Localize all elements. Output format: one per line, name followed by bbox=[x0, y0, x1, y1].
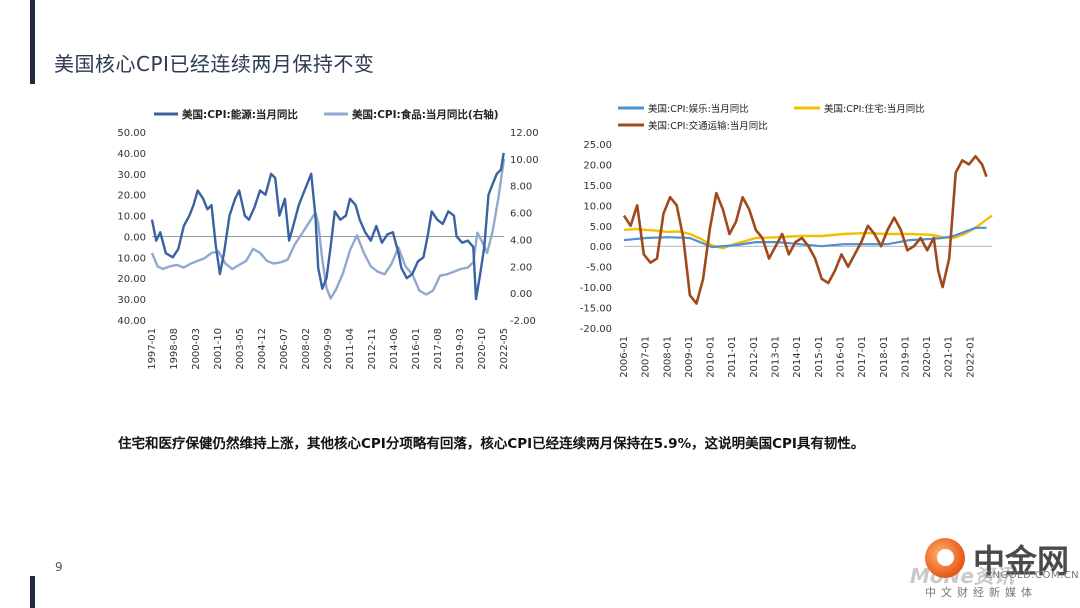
x-tick-label: 2017-01 bbox=[857, 336, 868, 378]
series-energy-line bbox=[150, 152, 505, 301]
y-tick-label: 15.00 bbox=[583, 181, 612, 192]
x-tick-label: 2022-05 bbox=[499, 328, 510, 370]
x-tick-label: 2011-01 bbox=[727, 336, 738, 378]
x-tick-label: 2020-10 bbox=[477, 328, 488, 370]
x-tick-label: 2008-01 bbox=[662, 336, 673, 378]
core-components-cpi-chart: 美国:CPI:娱乐:当月同比 美国:CPI:住宅:当月同比美国:CPI:交通运输:… bbox=[580, 103, 993, 378]
x-tick-label: 2012-01 bbox=[749, 336, 760, 378]
watermark: MoNe资讯 中金网 CNGOLD.COM.CN 中文财经新媒体 bbox=[905, 532, 1079, 604]
legend-label-food: 美国:CPI:食品:当月同比(右轴) bbox=[352, 108, 499, 121]
y-tick-label: -10.00 bbox=[580, 283, 612, 294]
x-tick-label: 2006-07 bbox=[279, 328, 290, 370]
x-tick-label: 2022-01 bbox=[965, 336, 976, 378]
y-left-tick-label: 20.00 bbox=[117, 274, 146, 285]
x-tick-label: 2016-01 bbox=[835, 336, 846, 378]
series-transport-line bbox=[622, 154, 988, 305]
y-left-tick-label: 10.00 bbox=[117, 212, 146, 223]
energy-food-cpi-chart: 美国:CPI:能源:当月同比 美国:CPI:食品:当月同比(右轴) 50.00 40.… bbox=[117, 108, 538, 370]
x-tick-label: 2017-08 bbox=[433, 328, 444, 370]
legend-transport-label: 美国:CPI:交通运输:当月同比 bbox=[648, 120, 768, 132]
x-tick-label: 2011-04 bbox=[345, 328, 356, 370]
watermark-brand: 中金网 bbox=[973, 542, 1070, 580]
slide-caption: 住宅和医疗保健仍然维持上涨，其他核心CPI分项略有回落，核心CPI已经连续两月保… bbox=[118, 436, 865, 452]
y-left-tick-label: 40.00 bbox=[117, 149, 146, 160]
page-number: 9 bbox=[55, 560, 63, 574]
x-tick-label: 1997-01 bbox=[147, 328, 158, 370]
x-tick-label: 2015-01 bbox=[814, 336, 825, 378]
x-tick-label: 2020-01 bbox=[922, 336, 933, 378]
y-tick-label: -15.00 bbox=[580, 304, 612, 315]
y-tick-label: 25.00 bbox=[583, 140, 612, 151]
slide-title: 美国核心CPI已经连续两月保持不变 bbox=[54, 52, 375, 76]
x-tick-label: 2001-10 bbox=[213, 328, 224, 370]
y-left-tick-label: 20.00 bbox=[117, 191, 146, 202]
x-tick-label: 2019-01 bbox=[900, 336, 911, 378]
y-right-tick-label: 2.00 bbox=[510, 262, 532, 273]
legend-label-energy: 美国:CPI:能源:当月同比 bbox=[182, 108, 298, 121]
y-left-tick-label: 30.00 bbox=[117, 295, 146, 306]
watermark-domain: CNGOLD.COM.CN bbox=[985, 570, 1080, 581]
y-right-tick-label: 12.00 bbox=[510, 128, 539, 139]
x-tick-label: 2012-11 bbox=[367, 328, 378, 370]
y-right-tick-label: 10.00 bbox=[510, 155, 539, 166]
y-tick-label: 10.00 bbox=[583, 201, 612, 212]
y-tick-label: 5.00 bbox=[590, 222, 612, 233]
y-right-tick-label: 8.00 bbox=[510, 182, 532, 193]
y-left-tick-label: 50.00 bbox=[117, 128, 146, 139]
series-food-line bbox=[150, 158, 506, 300]
y-tick-label: 0.00 bbox=[590, 242, 612, 253]
x-tick-label: 2003-05 bbox=[235, 328, 246, 370]
x-tick-label: 2009-09 bbox=[323, 328, 334, 370]
legend-housing-label: 美国:CPI:住宅:当月同比 bbox=[824, 103, 925, 115]
legend-entertainment-label: 美国:CPI:娱乐:当月同比 bbox=[648, 103, 749, 115]
x-tick-label: 2010-01 bbox=[706, 336, 717, 378]
x-tick-label: 2006-01 bbox=[619, 336, 630, 378]
x-tick-label: 2008-02 bbox=[301, 328, 312, 370]
y-right-tick-label: 6.00 bbox=[510, 209, 532, 220]
y-tick-label: -20.00 bbox=[580, 324, 612, 335]
watermark-logo-inner bbox=[937, 549, 954, 566]
y-left-tick-label: 30.00 bbox=[117, 170, 146, 181]
x-tick-label: 2016-01 bbox=[411, 328, 422, 370]
x-tick-label: 1998-08 bbox=[169, 328, 180, 370]
x-tick-label: 2009-01 bbox=[684, 336, 695, 378]
x-tick-label: 2013-01 bbox=[771, 336, 782, 378]
y-left-tick-label: 10.00 bbox=[117, 253, 146, 264]
x-tick-label: 2007-01 bbox=[641, 336, 652, 378]
y-tick-label: -5.00 bbox=[586, 263, 612, 274]
x-tick-label: 2014-06 bbox=[389, 328, 400, 370]
x-tick-label: 2000-03 bbox=[191, 328, 202, 370]
watermark-slogan: 中文财经新媒体 bbox=[925, 586, 1037, 599]
x-tick-label: 2019-03 bbox=[455, 328, 466, 370]
y-right-tick-label: 0.00 bbox=[510, 289, 532, 300]
x-tick-label: 2004-12 bbox=[257, 328, 268, 370]
accent-bar-bottom bbox=[30, 576, 35, 608]
x-tick-label: 2021-01 bbox=[944, 336, 955, 378]
accent-bar-top bbox=[30, 0, 35, 84]
x-tick-label: 2018-01 bbox=[879, 336, 890, 378]
x-tick-label: 2014-01 bbox=[792, 336, 803, 378]
y-left-tick-label: 0.00 bbox=[124, 232, 146, 243]
y-right-tick-label: 4.00 bbox=[510, 235, 532, 246]
y-tick-label: 20.00 bbox=[583, 160, 612, 171]
y-left-tick-label: 40.00 bbox=[117, 316, 146, 327]
y-right-tick-label: -2.00 bbox=[510, 316, 536, 327]
